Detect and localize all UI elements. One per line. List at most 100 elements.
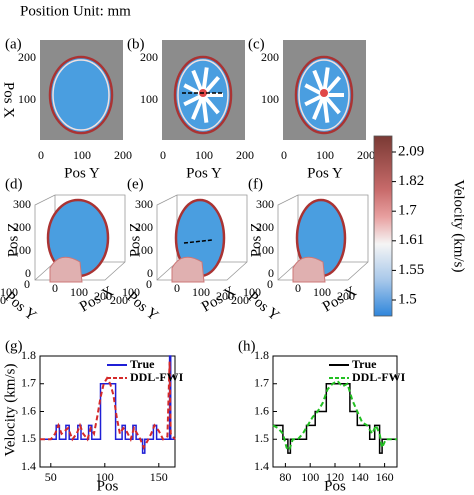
- colorbar-label: Velocity (km/s): [451, 180, 467, 273]
- z-axis-label: Pos Z: [5, 223, 21, 258]
- x-tick-label: 150: [150, 470, 168, 484]
- z-tick-label: 200: [135, 220, 153, 234]
- panel-label: (h): [238, 338, 256, 354]
- x-tick-label: 0: [281, 148, 287, 162]
- profile-line: [183, 239, 213, 244]
- y-tick-label: 1.5: [21, 431, 36, 445]
- x-tick-label: 100: [301, 470, 319, 484]
- white-matter: [201, 93, 220, 115]
- white-matter: [183, 93, 204, 107]
- white-matter: [191, 94, 205, 120]
- y-tick-label: 200: [110, 293, 128, 307]
- x-tick-label: 100: [316, 148, 334, 162]
- lesion: [320, 89, 328, 97]
- colorbar-tick-label: 1.5: [398, 291, 417, 307]
- y-tick-label: 100: [140, 92, 158, 106]
- plot-frame: [272, 355, 398, 468]
- z-tick-label: 200: [256, 220, 274, 234]
- y-axis-label: Velocity (km/s): [2, 364, 18, 457]
- x-tick-label: 50: [45, 470, 57, 484]
- skull-ring: [52, 59, 110, 131]
- y-axis-label: Pos Y: [124, 289, 162, 324]
- y-tick-label: 100: [122, 285, 140, 299]
- y-tick-label: 1.6: [21, 403, 36, 417]
- y-tick-label: 0: [24, 277, 30, 291]
- z-tick-label: 100: [256, 243, 274, 257]
- x-tick-label: 100: [96, 470, 114, 484]
- z-tick-label: 100: [13, 243, 31, 257]
- x-tick-label: 0: [160, 148, 166, 162]
- y-axis-label: Pos Y: [2, 289, 40, 324]
- panel-label: (d): [5, 176, 23, 192]
- neck: [49, 256, 83, 283]
- x-tick-label: 0: [38, 148, 44, 162]
- y-tick-label: 1.5: [254, 431, 269, 445]
- panel-label: (a): [5, 36, 22, 52]
- series-line: [273, 383, 397, 454]
- y-tick-label: 1.7: [21, 376, 36, 390]
- y-tick-label: 200: [0, 293, 6, 307]
- panel-label: (e): [127, 176, 144, 192]
- z-tick-label: 300: [13, 197, 31, 211]
- y-tick-label: 1.4: [254, 459, 269, 473]
- y-tick-label: 200: [231, 293, 249, 307]
- panel-label: (b): [127, 36, 145, 52]
- x-tick-label: 100: [70, 285, 88, 299]
- y-tick-label: 100: [261, 92, 279, 106]
- series-line: [40, 361, 176, 450]
- y-tick-label: 0: [267, 277, 273, 291]
- y-tick-label: 100: [243, 285, 261, 299]
- y-tick-label: 0: [146, 277, 152, 291]
- plot-frame: [39, 355, 176, 468]
- x-axis-label: Pos Y: [307, 165, 343, 181]
- legend-label: True: [352, 357, 377, 371]
- skull-ring: [298, 59, 350, 131]
- colorbar-tick-label: 1.82: [398, 173, 424, 189]
- neck: [292, 256, 326, 283]
- x-tick-label: 200: [94, 289, 112, 303]
- x-tick-label: 200: [357, 148, 375, 162]
- x-tick-label: 200: [236, 148, 254, 162]
- neck: [171, 256, 205, 283]
- legend-label: DDL-FWI: [352, 370, 406, 384]
- x-tick-label: 100: [192, 285, 210, 299]
- x-tick-label: 200: [216, 289, 234, 303]
- colorbar-tick-label: 1.7: [398, 203, 417, 219]
- z-tick-label: 0: [25, 266, 31, 280]
- white-matter: [201, 94, 209, 123]
- x-tick-label: 0: [52, 281, 58, 295]
- x-tick-label: 100: [195, 148, 213, 162]
- y-tick-label: 200: [18, 50, 36, 64]
- x-tick-label: 0: [295, 281, 301, 295]
- panel-label: (g): [5, 338, 23, 354]
- colorbar: [373, 135, 393, 317]
- y-tick-label: 200: [261, 50, 279, 64]
- x-tick-label: 200: [337, 289, 355, 303]
- z-tick-label: 300: [256, 197, 274, 211]
- white-matter: [322, 93, 341, 115]
- skull-ring: [177, 59, 229, 131]
- y-tick-label: 1.8: [21, 348, 36, 362]
- series-line: [272, 379, 397, 453]
- colorbar-tick-label: 1.61: [398, 232, 424, 248]
- y-tick-label: 1.8: [254, 348, 269, 362]
- header: Position Unit: mm: [20, 3, 131, 19]
- y-tick-label: 1.6: [254, 403, 269, 417]
- x-axis-label: Pos: [324, 478, 346, 494]
- z-tick-label: 200: [13, 220, 31, 234]
- legend-label: True: [130, 357, 155, 371]
- z-tick-label: 0: [147, 266, 153, 280]
- x-tick-label: 140: [351, 470, 369, 484]
- x-tick-label: 0: [174, 281, 180, 295]
- white-matter: [304, 93, 325, 107]
- colorbar-tick-label: 2.09: [398, 143, 424, 159]
- z-axis-label: Pos Z: [127, 223, 143, 258]
- legend-label: DDL-FWI: [130, 370, 184, 384]
- white-matter: [312, 94, 326, 120]
- panel-label: (f): [248, 176, 263, 192]
- z-tick-label: 300: [135, 197, 153, 211]
- y-axis-label: Pos Y: [245, 289, 283, 324]
- z-axis-label: Pos Z: [248, 223, 264, 258]
- white-matter: [322, 94, 330, 123]
